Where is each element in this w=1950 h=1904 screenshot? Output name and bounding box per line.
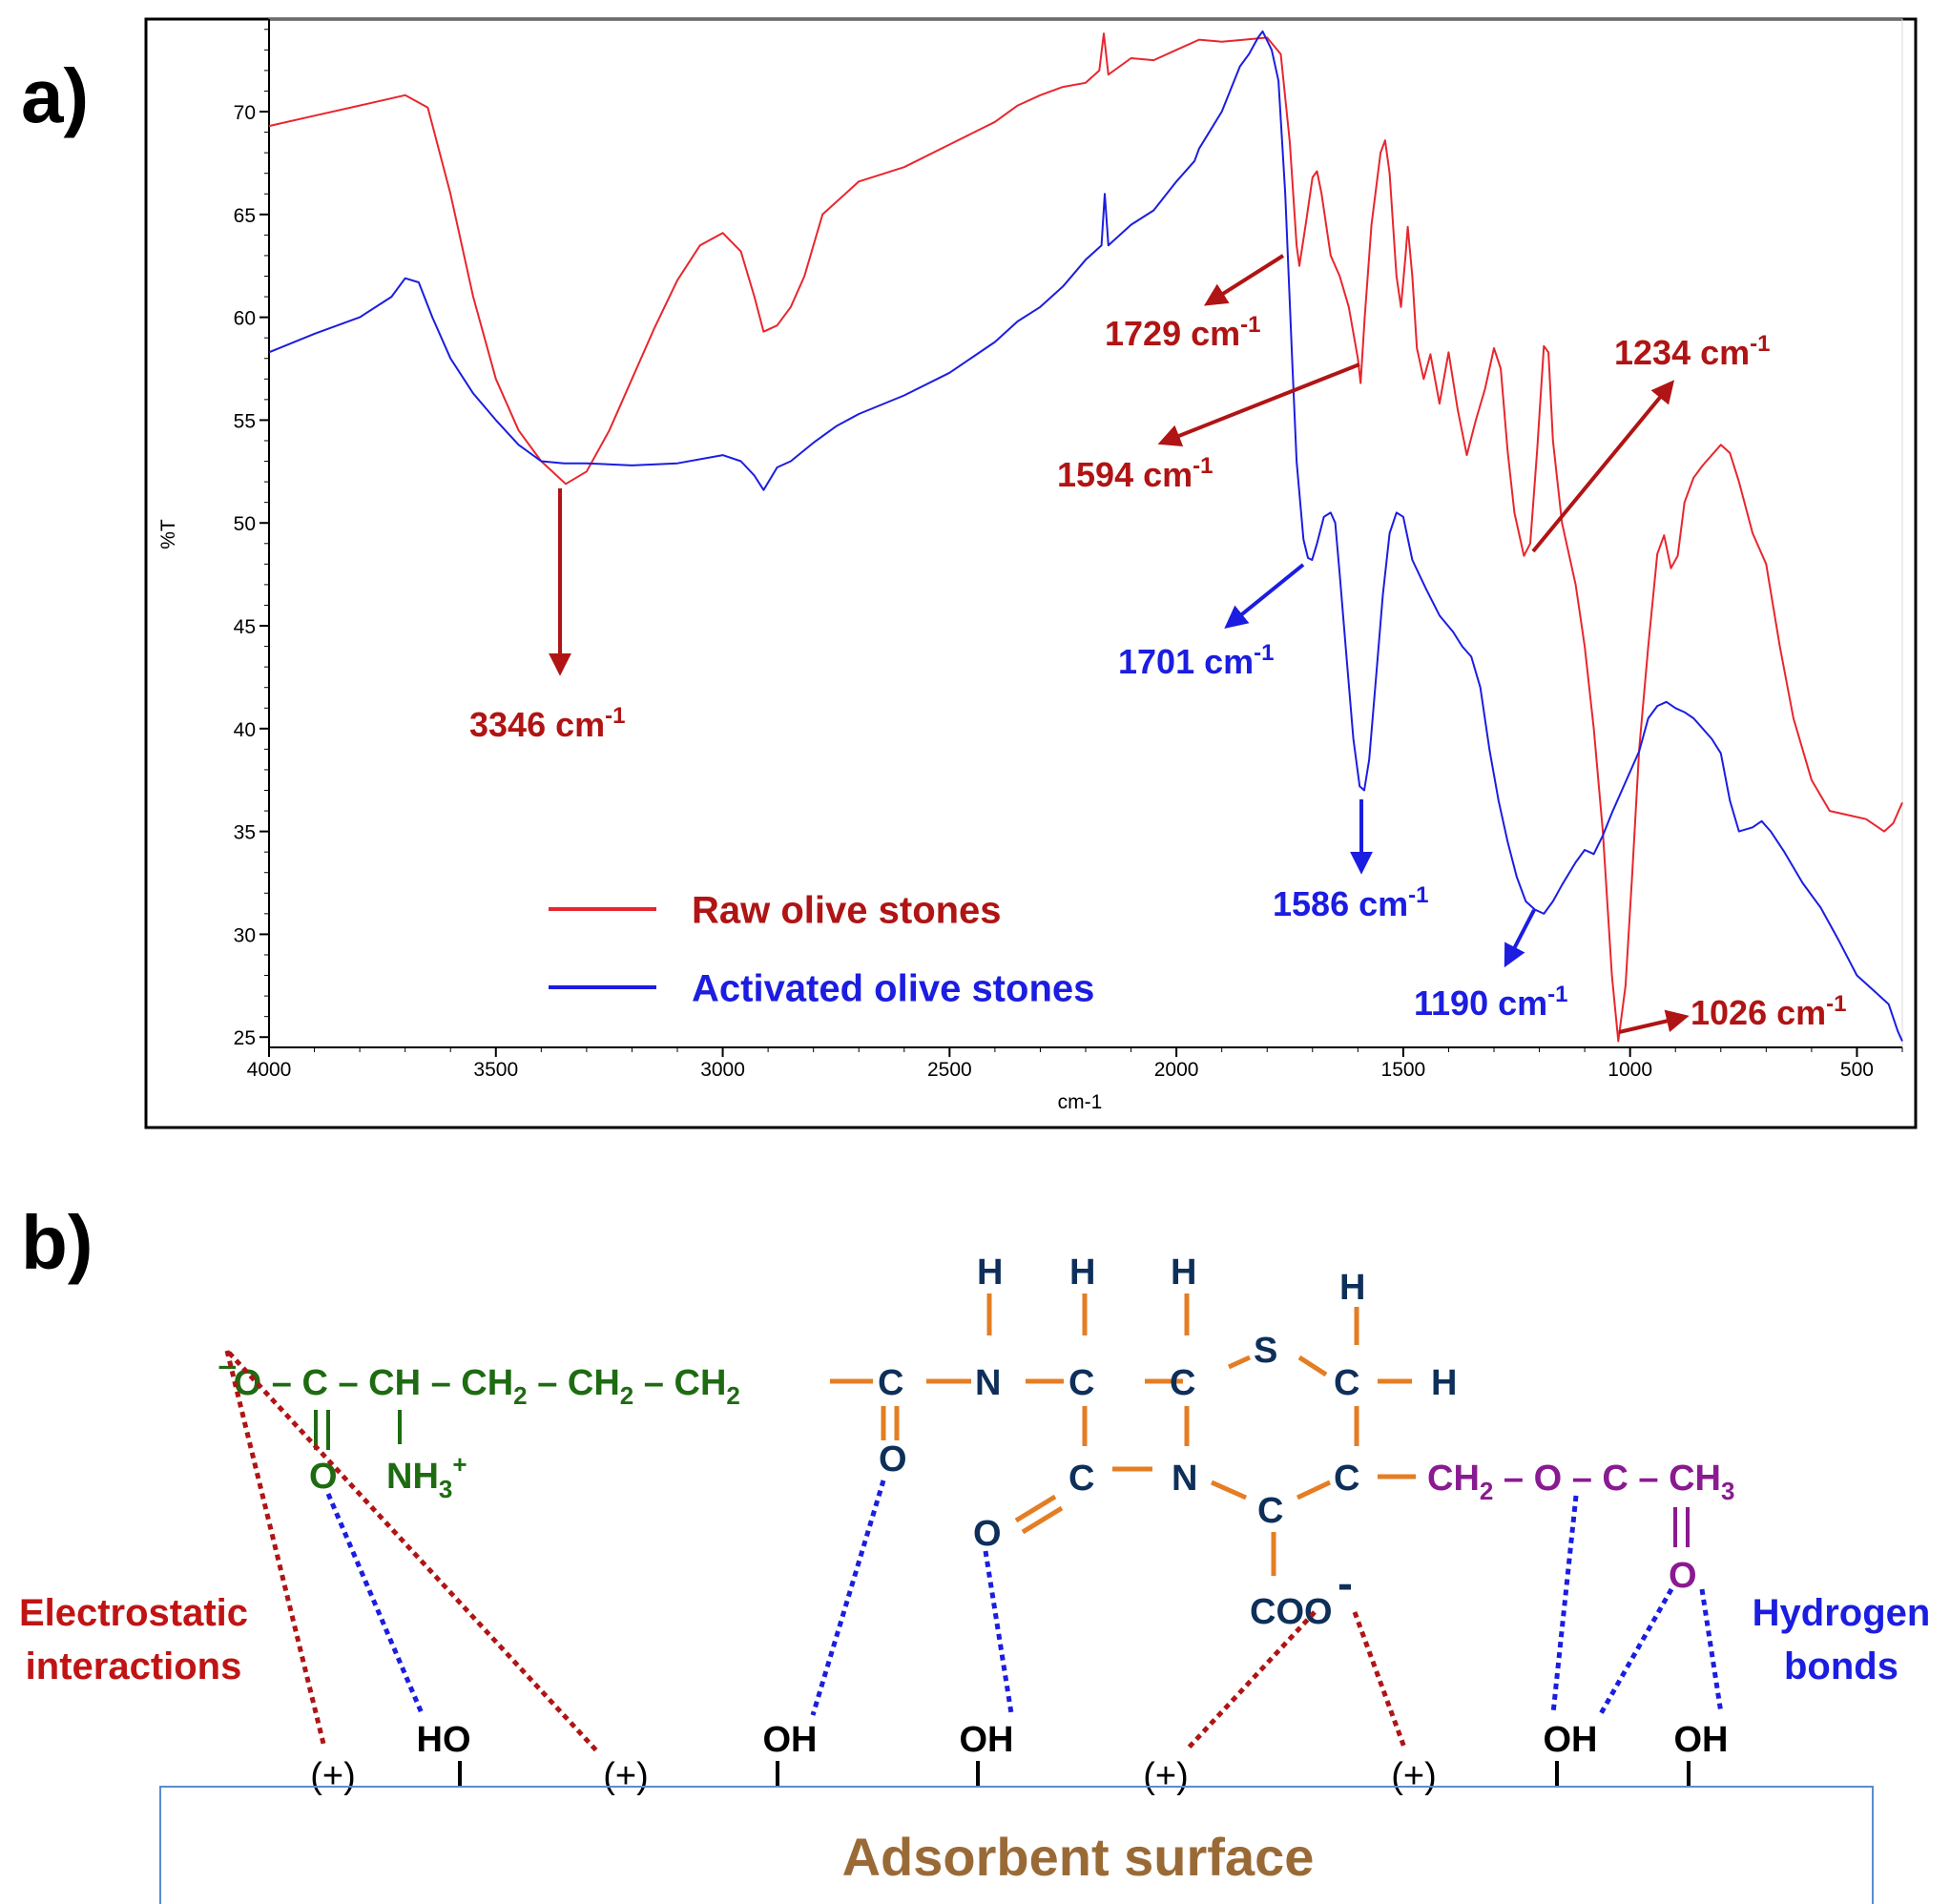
svg-text:S: S bbox=[1254, 1331, 1277, 1371]
label-1701: 1701 cm-1 bbox=[1118, 640, 1274, 681]
surface-plus-2: (+) bbox=[603, 1756, 649, 1796]
arrow-1190 bbox=[1504, 909, 1536, 968]
annotation-labels: 3346 cm-1 1729 cm-1 1594 cm-1 1234 cm-1 … bbox=[469, 312, 1846, 1032]
svg-text:O: O bbox=[879, 1439, 907, 1480]
svg-text:C: C bbox=[1068, 1459, 1094, 1499]
y-tick-label-30: 30 bbox=[234, 924, 256, 946]
ring-atoms: C O N H C H C H S H C H C N C C O COO - bbox=[878, 1252, 1457, 1632]
arrow-1026 bbox=[1618, 1009, 1690, 1034]
surface-plus-3: (+) bbox=[1143, 1756, 1189, 1796]
x-tick-label-500: 500 bbox=[1840, 1059, 1874, 1081]
caption-electrostatic-2: interactions bbox=[26, 1645, 242, 1687]
label-1586: 1586 cm-1 bbox=[1273, 882, 1428, 923]
svg-text:H: H bbox=[1431, 1363, 1457, 1403]
y-tick-label-60: 60 bbox=[234, 308, 256, 330]
label-1234: 1234 cm-1 bbox=[1614, 331, 1770, 372]
svg-text:-: - bbox=[1338, 1559, 1353, 1609]
svg-text:H: H bbox=[1339, 1268, 1365, 1308]
surface-ho-1: HO bbox=[417, 1720, 471, 1760]
panel-a-label: a) bbox=[21, 53, 89, 138]
series-layer bbox=[268, 30, 1903, 1043]
y-tick-label-45: 45 bbox=[234, 616, 256, 638]
svg-text:C: C bbox=[1334, 1363, 1359, 1403]
caption-hydrogen-1: Hydrogen bbox=[1753, 1592, 1931, 1634]
svg-text:COO: COO bbox=[1250, 1592, 1333, 1632]
surface-plus-1: (+) bbox=[310, 1756, 356, 1796]
svg-text:C: C bbox=[1334, 1459, 1359, 1499]
y-tick-label-55: 55 bbox=[234, 410, 256, 432]
x-tick-label-3500: 3500 bbox=[473, 1059, 518, 1081]
caption-hydrogen-2: bonds bbox=[1784, 1645, 1898, 1687]
x-tick-label-1000: 1000 bbox=[1608, 1059, 1652, 1081]
chain-text: ‾O – C – CH – CH2 – CH2 – CH2 bbox=[218, 1363, 740, 1410]
caption-electrostatic-1: Electrostatic bbox=[19, 1592, 248, 1634]
arrow-1594 bbox=[1157, 362, 1360, 447]
adsorbent-surface-label: Adsorbent surface bbox=[842, 1827, 1315, 1887]
y-axis-ticks: 25 30 35 40 45 50 55 60 65 70 bbox=[234, 29, 269, 1049]
y-tick-label-40: 40 bbox=[234, 719, 256, 741]
surface-groups: (+) HO (+) OH OH (+) (+) OH OH bbox=[310, 1720, 1728, 1796]
hydrogen-bond-lines bbox=[325, 1480, 1724, 1719]
svg-text:H: H bbox=[977, 1252, 1003, 1293]
surface-stems bbox=[458, 1761, 1691, 1786]
y-tick-label-70: 70 bbox=[234, 102, 256, 124]
surface-plus-4: (+) bbox=[1391, 1756, 1437, 1796]
series-line-activated bbox=[268, 30, 1903, 1042]
label-1026: 1026 cm-1 bbox=[1691, 991, 1846, 1032]
surface-oh-4: OH bbox=[1674, 1720, 1729, 1760]
svg-text:C: C bbox=[1068, 1363, 1094, 1403]
svg-text:H: H bbox=[1171, 1252, 1196, 1293]
annotation-arrows bbox=[549, 254, 1690, 1034]
label-3346: 3346 cm-1 bbox=[469, 703, 625, 744]
y-tick-label-35: 35 bbox=[234, 822, 256, 844]
svg-text:C: C bbox=[878, 1363, 903, 1403]
series-line-raw bbox=[268, 32, 1903, 1043]
x-tick-label-3000: 3000 bbox=[700, 1059, 745, 1081]
x-tick-label-2000: 2000 bbox=[1154, 1059, 1199, 1081]
svg-text:O: O bbox=[973, 1514, 1002, 1554]
orange-bonds bbox=[830, 1293, 1416, 1576]
molecule-structure: ‾O – C – CH – CH2 – CH2 – CH2 O NH3+ bbox=[218, 1252, 1734, 1632]
arrow-1729 bbox=[1203, 254, 1285, 306]
surface-oh-1: OH bbox=[763, 1720, 818, 1760]
x-axis-ticks: 4000 3500 3000 2500 2000 1500 1000 500 bbox=[247, 1047, 1903, 1081]
ester-carbonyl-o: O bbox=[1669, 1556, 1697, 1596]
plot-area bbox=[268, 18, 1903, 1048]
panel-b-label: b) bbox=[21, 1200, 93, 1285]
x-tick-label-4000: 4000 bbox=[247, 1059, 292, 1081]
label-1729: 1729 cm-1 bbox=[1105, 312, 1260, 353]
y-tick-label-65: 65 bbox=[234, 205, 256, 227]
amine-group: NH3+ bbox=[386, 1450, 467, 1503]
surface-oh-2: OH bbox=[960, 1720, 1014, 1760]
y-tick-label-25: 25 bbox=[234, 1027, 256, 1049]
surface-oh-3: OH bbox=[1544, 1720, 1598, 1760]
y-tick-label-50: 50 bbox=[234, 513, 256, 535]
arrow-1234 bbox=[1531, 380, 1675, 553]
svg-text:N: N bbox=[975, 1363, 1001, 1403]
svg-text:C: C bbox=[1257, 1491, 1283, 1531]
x-tick-label-1500: 1500 bbox=[1381, 1059, 1426, 1081]
label-1190: 1190 cm-1 bbox=[1414, 982, 1567, 1023]
svg-text:N: N bbox=[1172, 1459, 1197, 1499]
x-tick-label-2500: 2500 bbox=[927, 1059, 972, 1081]
legend: Raw olive stones Activated olive stones bbox=[549, 890, 1094, 1010]
label-1594: 1594 cm-1 bbox=[1057, 453, 1213, 494]
chart-frame bbox=[144, 17, 1918, 1129]
arrow-1701 bbox=[1224, 563, 1305, 630]
adsorbent-surface-box bbox=[159, 1786, 1874, 1904]
svg-text:C: C bbox=[1170, 1363, 1195, 1403]
ester-group: CH2 – O – C – CH3 bbox=[1427, 1459, 1734, 1505]
x-axis-label: cm-1 bbox=[1058, 1091, 1103, 1113]
legend-label-raw: Raw olive stones bbox=[692, 890, 1002, 932]
legend-label-activated: Activated olive stones bbox=[692, 968, 1094, 1010]
electrostatic-lines bbox=[224, 1350, 1407, 1753]
y-axis-label: %T bbox=[157, 519, 179, 549]
svg-text:H: H bbox=[1069, 1252, 1095, 1293]
